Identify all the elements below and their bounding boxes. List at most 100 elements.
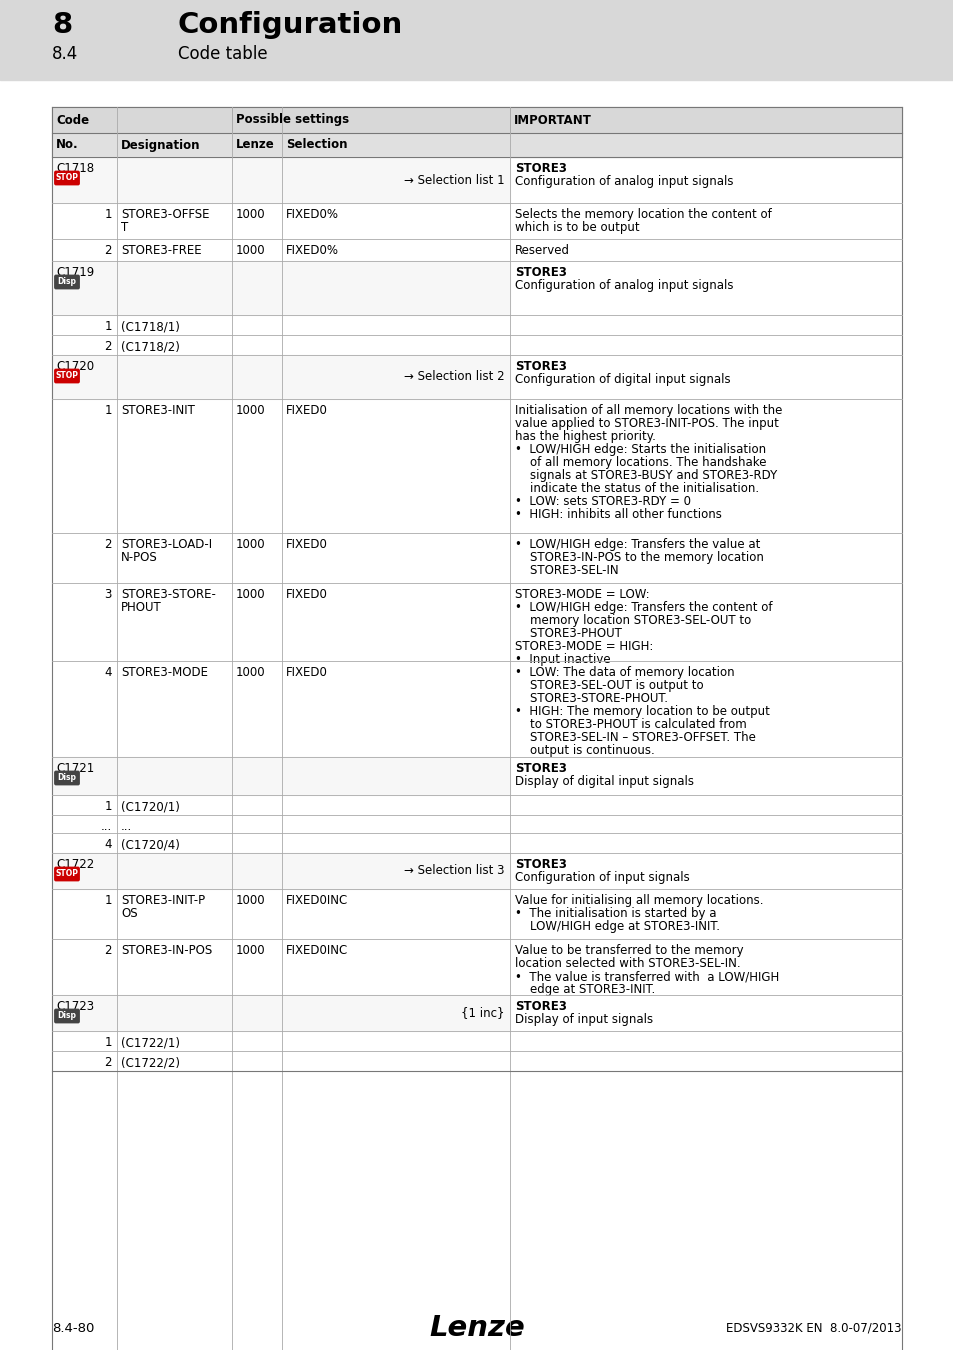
Text: indicate the status of the initialisation.: indicate the status of the initialisatio… [515, 482, 759, 495]
Text: STORE3-STORE-: STORE3-STORE- [121, 589, 215, 601]
Text: Disp: Disp [57, 1011, 76, 1021]
Bar [52, 853, 510, 890]
Text: Code table: Code table [178, 45, 268, 63]
Text: STORE3-MODE: STORE3-MODE [121, 666, 208, 679]
Text: 1000: 1000 [235, 244, 265, 256]
Text: 3: 3 [105, 589, 112, 601]
Text: 2: 2 [105, 539, 112, 551]
Text: STORE3-SEL-OUT is output to: STORE3-SEL-OUT is output to [515, 679, 703, 693]
Text: •  HIGH: The memory location to be output: • HIGH: The memory location to be output [515, 705, 769, 718]
Text: •  The initialisation is started by a: • The initialisation is started by a [515, 907, 716, 919]
Text: of all memory locations. The handshake: of all memory locations. The handshake [515, 456, 765, 468]
Text: •  The value is transferred with  a LOW/HIGH: • The value is transferred with a LOW/HI… [515, 971, 779, 983]
Text: STORE3: STORE3 [515, 162, 566, 176]
Text: 4: 4 [105, 838, 112, 850]
Text: C1723: C1723 [56, 1000, 94, 1012]
Text: 2: 2 [105, 944, 112, 957]
Text: STOP: STOP [55, 371, 78, 381]
Text: ...: ... [121, 819, 132, 833]
Text: 1000: 1000 [235, 666, 265, 679]
Text: •  LOW/HIGH edge: Starts the initialisation: • LOW/HIGH edge: Starts the initialisati… [515, 443, 765, 456]
Text: ...: ... [101, 819, 112, 833]
Text: 1: 1 [105, 801, 112, 813]
Text: 1000: 1000 [235, 894, 265, 907]
Text: Disp: Disp [57, 774, 76, 783]
Text: 1: 1 [105, 320, 112, 333]
Text: output is continuous.: output is continuous. [515, 744, 654, 757]
Text: PHOUT: PHOUT [121, 601, 162, 614]
Text: EDSVS9332K EN  8.0-07/2013: EDSVS9332K EN 8.0-07/2013 [726, 1322, 901, 1335]
Text: (C1720/1): (C1720/1) [121, 801, 180, 813]
Text: STORE3: STORE3 [515, 360, 566, 373]
Text: STORE3-OFFSE: STORE3-OFFSE [121, 208, 210, 221]
FancyBboxPatch shape [54, 1010, 79, 1023]
Text: Selection: Selection [286, 139, 347, 151]
Text: → Selection list 1: → Selection list 1 [404, 174, 504, 186]
Text: Code: Code [56, 113, 89, 127]
Bar [52, 757, 510, 795]
Text: 1000: 1000 [235, 944, 265, 957]
Text: signals at STORE3-BUSY and STORE3-RDY: signals at STORE3-BUSY and STORE3-RDY [515, 468, 777, 482]
Text: → Selection list 2: → Selection list 2 [404, 370, 504, 383]
Text: STORE3-IN-POS: STORE3-IN-POS [121, 944, 212, 957]
Text: Display of input signals: Display of input signals [515, 1012, 653, 1026]
Text: (C1722/2): (C1722/2) [121, 1056, 180, 1069]
Text: Possible settings: Possible settings [235, 113, 349, 127]
Text: 1000: 1000 [235, 208, 265, 221]
Text: T: T [121, 221, 128, 234]
Text: 1: 1 [105, 404, 112, 417]
Text: FIXED0: FIXED0 [286, 589, 328, 601]
Text: Lenze: Lenze [429, 1314, 524, 1342]
Text: value applied to STORE3-INIT-POS. The input: value applied to STORE3-INIT-POS. The in… [515, 417, 778, 431]
FancyBboxPatch shape [54, 171, 79, 185]
Text: STORE3-STORE-PHOUT.: STORE3-STORE-PHOUT. [515, 693, 667, 705]
Text: STORE3-PHOUT: STORE3-PHOUT [515, 626, 621, 640]
Text: 4: 4 [105, 666, 112, 679]
Text: STORE3: STORE3 [515, 859, 566, 871]
Text: Lenze: Lenze [235, 139, 274, 151]
Text: OS: OS [121, 907, 137, 919]
Text: •  LOW: sets STORE3-RDY = 0: • LOW: sets STORE3-RDY = 0 [515, 495, 690, 508]
Text: Display of digital input signals: Display of digital input signals [515, 775, 693, 788]
Text: •  HIGH: inhibits all other functions: • HIGH: inhibits all other functions [515, 508, 721, 521]
Text: STORE3-INIT-P: STORE3-INIT-P [121, 894, 205, 907]
Text: Configuration of analog input signals: Configuration of analog input signals [515, 176, 733, 188]
Text: 2: 2 [105, 244, 112, 256]
FancyBboxPatch shape [54, 771, 79, 784]
Text: Reserved: Reserved [515, 244, 569, 256]
Text: 2: 2 [105, 340, 112, 352]
Text: (C1718/1): (C1718/1) [121, 320, 180, 333]
Text: STORE3-SEL-IN: STORE3-SEL-IN [515, 564, 618, 576]
Text: STORE3-IN-POS to the memory location: STORE3-IN-POS to the memory location [515, 551, 763, 564]
Text: 8.4-80: 8.4-80 [52, 1322, 94, 1335]
Text: (C1720/4): (C1720/4) [121, 838, 180, 850]
Text: •  LOW/HIGH edge: Transfers the content of: • LOW/HIGH edge: Transfers the content o… [515, 601, 772, 614]
Bar [52, 995, 510, 1031]
Text: Value to be transferred to the memory: Value to be transferred to the memory [515, 944, 742, 957]
Text: Value for initialising all memory locations.: Value for initialising all memory locati… [515, 894, 762, 907]
Text: •  LOW: The data of memory location: • LOW: The data of memory location [515, 666, 734, 679]
Text: 1: 1 [105, 208, 112, 221]
Text: FIXED0INC: FIXED0INC [286, 944, 348, 957]
Text: STOP: STOP [55, 174, 78, 182]
Text: C1719: C1719 [56, 266, 94, 279]
Text: Initialisation of all memory locations with the: Initialisation of all memory locations w… [515, 404, 781, 417]
Text: Configuration of analog input signals: Configuration of analog input signals [515, 279, 733, 292]
Text: Configuration: Configuration [178, 11, 403, 39]
FancyBboxPatch shape [54, 370, 79, 382]
Text: 8: 8 [52, 11, 72, 39]
Text: Configuration of digital input signals: Configuration of digital input signals [515, 373, 730, 386]
Text: STORE3: STORE3 [515, 761, 566, 775]
Text: C1720: C1720 [56, 360, 94, 373]
Text: FIXED0: FIXED0 [286, 539, 328, 551]
Bar [52, 134, 901, 157]
Text: location selected with STORE3-SEL-IN.: location selected with STORE3-SEL-IN. [515, 957, 740, 971]
FancyBboxPatch shape [54, 275, 79, 289]
Text: STORE3: STORE3 [515, 266, 566, 279]
Bar [52, 261, 510, 315]
Text: which is to be output: which is to be output [515, 221, 639, 234]
Text: 1000: 1000 [235, 589, 265, 601]
Text: 8.4: 8.4 [52, 45, 78, 63]
Text: STORE3-SEL-IN – STORE3-OFFSET. The: STORE3-SEL-IN – STORE3-OFFSET. The [515, 730, 755, 744]
Text: N-POS: N-POS [121, 551, 157, 564]
